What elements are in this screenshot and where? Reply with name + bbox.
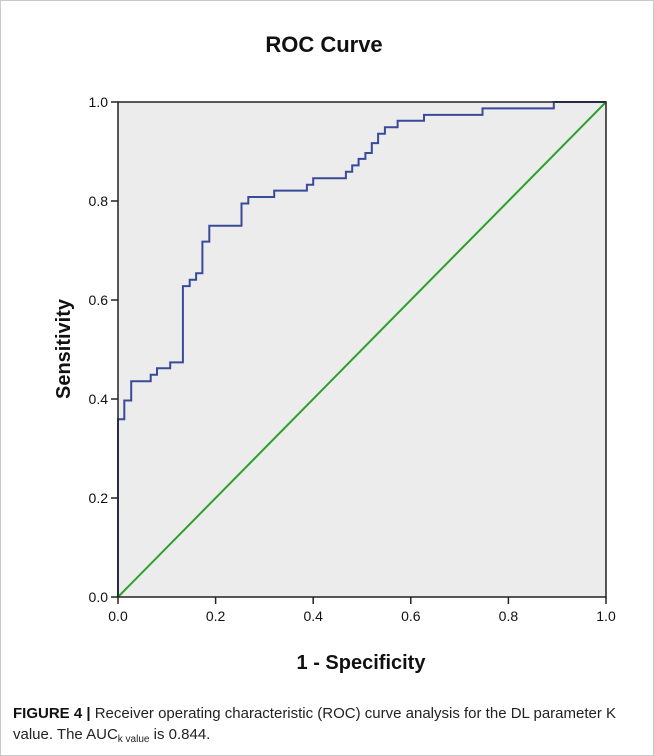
x-tick-label: 0.4: [303, 608, 323, 624]
y-tick-label: 0.2: [89, 490, 109, 506]
x-tick-label: 0.8: [499, 608, 519, 624]
roc-chart: ROC Curve 0.0 0.2 0.4 0.6 0.8 1.0 0.0 0.2 0.4 0.6…: [53, 32, 616, 674]
x-axis-title: 1 - Specificity: [297, 652, 427, 674]
y-tick-label: 0.6: [89, 292, 109, 308]
reference-diagonal-line: [117, 101, 607, 598]
x-tick-label: 0.6: [401, 608, 421, 624]
x-tick-label: 0.2: [206, 608, 226, 624]
caption-subscript: k value: [117, 734, 150, 745]
y-tick-label: 0.0: [89, 589, 109, 605]
x-tick-label: 1.0: [596, 608, 616, 624]
plot-frame: [117, 101, 607, 598]
x-tick-label: 0.0: [108, 608, 128, 624]
roc-curve-line: [117, 101, 606, 597]
caption-text-end: is 0.844.: [149, 726, 211, 743]
caption-text: Receiver operating characteristic (ROC) …: [13, 705, 617, 743]
y-tick-label: 1.0: [89, 94, 109, 110]
chart-title: ROC Curve: [265, 32, 382, 57]
figure-caption: FIGURE 4 | Receiver operating characteri…: [13, 703, 633, 745]
figure-label: FIGURE 4 |: [13, 705, 91, 722]
y-axis-title: Sensitivity: [53, 298, 75, 399]
plot-area: [117, 101, 607, 598]
y-tick-label: 0.8: [89, 193, 109, 209]
y-tick-label: 0.4: [89, 391, 109, 407]
axis-ticks: 0.0 0.2 0.4 0.6 0.8 1.0 0.0 0.2 0.4 0.6 0.8 1.0: [89, 94, 616, 624]
